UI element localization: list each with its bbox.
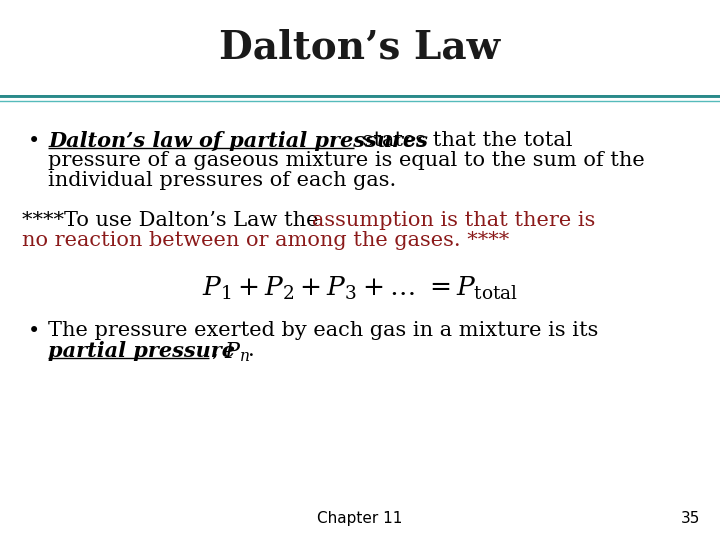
Text: Dalton’s Law: Dalton’s Law	[220, 28, 500, 66]
Text: partial pressure: partial pressure	[48, 341, 235, 361]
Text: states that the total: states that the total	[356, 131, 572, 150]
Text: pressure of a gaseous mixture is equal to the sum of the: pressure of a gaseous mixture is equal t…	[48, 151, 644, 170]
Text: $\mathit{P}_n$: $\mathit{P}_n$	[224, 341, 251, 364]
Text: The pressure exerted by each gas in a mixture is its: The pressure exerted by each gas in a mi…	[48, 321, 598, 340]
Text: Chapter 11: Chapter 11	[318, 511, 402, 526]
Text: 35: 35	[680, 511, 700, 526]
Text: •: •	[28, 131, 40, 151]
Text: no reaction between or among the gases. ****: no reaction between or among the gases. …	[22, 231, 509, 249]
Text: .: .	[248, 341, 255, 360]
Text: $\mathit{P}_1 + \mathit{P}_2 + \mathit{P}_3 + \ldots\ = \mathit{P}_{\mathrm{tota: $\mathit{P}_1 + \mathit{P}_2 + \mathit{P…	[202, 275, 518, 302]
Text: Dalton’s law of partial pressures: Dalton’s law of partial pressures	[48, 131, 428, 151]
Text: ****To use Dalton’s Law the: ****To use Dalton’s Law the	[22, 211, 325, 229]
Text: ,: ,	[211, 341, 217, 360]
Text: assumption is that there is: assumption is that there is	[312, 211, 595, 229]
Text: individual pressures of each gas.: individual pressures of each gas.	[48, 171, 396, 190]
Text: •: •	[28, 321, 40, 341]
